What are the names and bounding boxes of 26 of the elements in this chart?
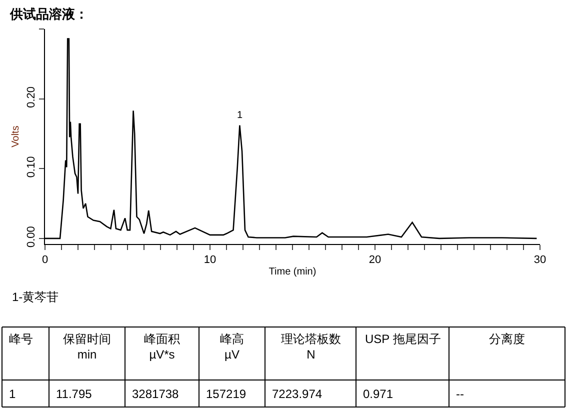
y-tick-label: 0.00 <box>26 226 38 248</box>
text: 11.795 <box>56 387 92 401</box>
x-tick-label: 20 <box>368 254 382 266</box>
y-tick-label: 0.20 <box>26 86 38 108</box>
text: USP 拖尾因子 <box>365 332 441 346</box>
text: 理论塔板数 N <box>281 332 341 362</box>
text: -- <box>456 387 464 401</box>
x-tick-label: 30 <box>534 254 546 266</box>
text: 峰号 <box>9 332 33 346</box>
y-tick-label: 0.10 <box>26 156 38 178</box>
x-axis-title: Time (min) <box>268 266 316 278</box>
text: 峰面积 µV*s <box>144 332 180 362</box>
text: 分离度 <box>489 332 525 346</box>
x-tick-label: 0 <box>42 254 48 266</box>
text: 3281738 <box>132 387 180 401</box>
annotation: 1 <box>237 110 243 121</box>
text: 157219 <box>206 387 246 401</box>
y-axis-title: Volts <box>10 126 22 148</box>
chart-title: 供试品溶液： <box>9 6 88 22</box>
text: 0.971 <box>363 387 394 401</box>
x-tick-label: 10 <box>204 254 216 266</box>
text: 1 <box>9 387 16 401</box>
text: 保留时间 min <box>63 332 111 362</box>
text: 1-黄芩苷 <box>12 290 59 304</box>
text: 峰高 µV <box>220 332 244 362</box>
text: 7223.974 <box>272 387 322 401</box>
